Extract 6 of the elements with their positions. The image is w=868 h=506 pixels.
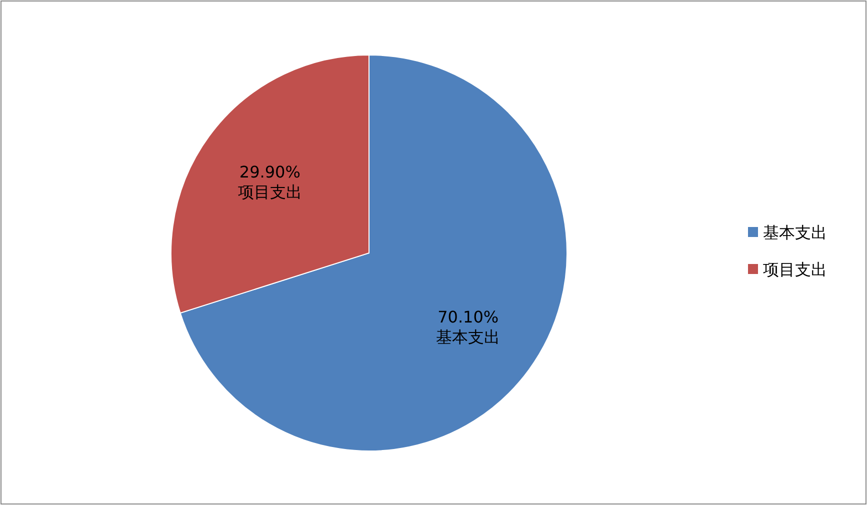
data-label: 70.10%: [438, 307, 499, 326]
slice-label: 基本支出: [436, 327, 500, 346]
legend-label: 项目支出: [763, 260, 827, 279]
data-label: 29.90%: [239, 162, 300, 182]
slice-label: 项目支出: [238, 182, 302, 202]
legend-label: 基本支出: [763, 223, 827, 242]
